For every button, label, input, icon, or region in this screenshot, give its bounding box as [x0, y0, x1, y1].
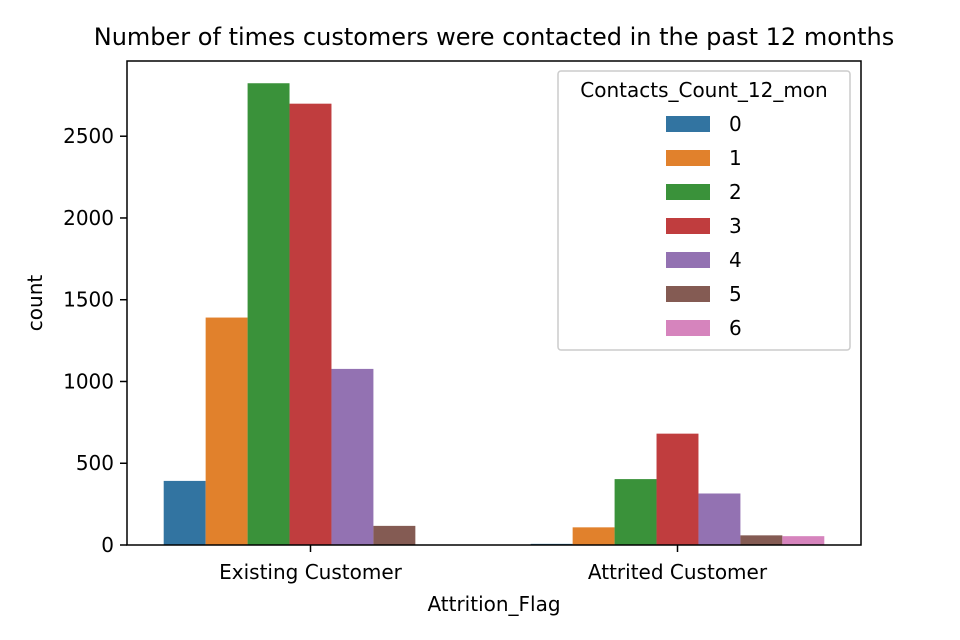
- x-tick-label: Existing Customer: [219, 560, 403, 584]
- bar-attrited-customer-contacts-6: [782, 536, 825, 545]
- legend-swatch-4: [666, 252, 710, 268]
- axes-layer: 0 500 1000 1500 2000 2500 Existing Customer Att…: [63, 60, 862, 584]
- legend-label-3: 3: [729, 214, 742, 238]
- y-tick-label: 1000: [63, 369, 114, 393]
- legend-swatch-3: [666, 218, 710, 234]
- bars-layer: [163, 83, 825, 546]
- bar-existing-customer-contacts-3: [289, 103, 332, 546]
- legend-label-4: 4: [729, 248, 742, 272]
- legend-label-5: 5: [729, 282, 742, 306]
- legend: Contacts_Count_12_mon 0 1 2 3 4 5 6: [557, 70, 851, 351]
- bar-existing-customer-contacts-4: [331, 368, 374, 545]
- bar-existing-customer-contacts-0: [163, 480, 206, 545]
- legend-label-6: 6: [729, 316, 742, 340]
- bar-attrited-customer-contacts-1: [572, 527, 615, 545]
- y-tick-label: 0: [101, 533, 114, 557]
- bar-attrited-customer-contacts-4: [698, 493, 741, 545]
- x-axis-label: Attrition_Flag: [427, 592, 560, 616]
- chart-title: Number of times customers were contacted…: [94, 23, 894, 51]
- plot-frame: [126, 60, 862, 546]
- legend-swatch-2: [666, 184, 710, 200]
- legend-swatch-6: [666, 320, 710, 336]
- legend-label-1: 1: [729, 146, 742, 170]
- y-axis-label: count: [23, 275, 47, 332]
- legend-swatch-0: [666, 116, 710, 132]
- y-tick-label: 2000: [63, 206, 114, 230]
- bar-existing-customer-contacts-1: [205, 317, 248, 545]
- bar-existing-customer-contacts-2: [247, 83, 290, 546]
- legend-swatch-1: [666, 150, 710, 166]
- x-tick-label: Attrited Customer: [588, 560, 768, 584]
- bar-attrited-customer-contacts-2: [614, 479, 657, 545]
- y-tick-label: 500: [76, 451, 114, 475]
- legend-box: [557, 70, 851, 351]
- bar-attrited-customer-contacts-5: [740, 535, 783, 545]
- bar-attrited-customer-contacts-3: [656, 433, 699, 545]
- y-tick-label: 1500: [63, 288, 114, 312]
- legend-swatch-5: [666, 286, 710, 302]
- legend-label-0: 0: [729, 112, 742, 136]
- bar-existing-customer-contacts-5: [373, 525, 416, 545]
- legend-title: Contacts_Count_12_mon: [580, 78, 827, 102]
- y-tick-label: 2500: [63, 124, 114, 148]
- legend-label-2: 2: [729, 180, 742, 204]
